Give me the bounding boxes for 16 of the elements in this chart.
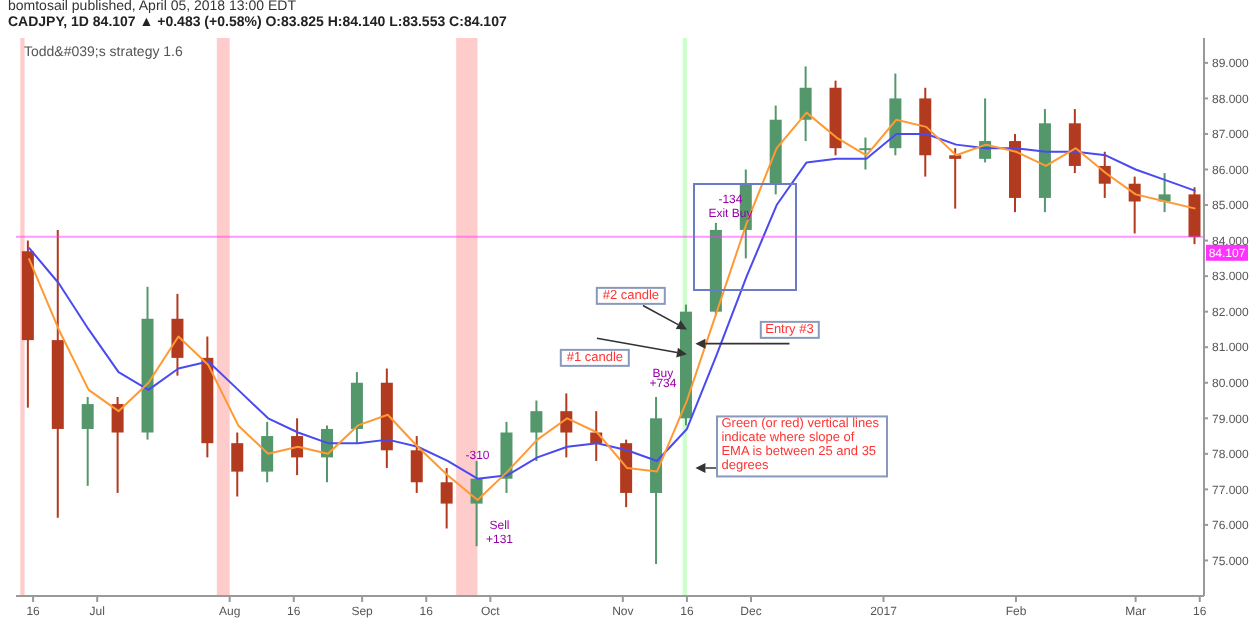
candlestick [440, 467, 453, 530]
candlestick [859, 136, 872, 171]
candlestick [1188, 186, 1201, 246]
candlestick [350, 371, 363, 445]
candlestick [231, 431, 244, 498]
candlestick [560, 392, 573, 459]
candlestick [799, 65, 812, 143]
candlestick [261, 420, 274, 484]
candlestick [111, 395, 124, 494]
candlestick [530, 399, 543, 462]
candlestick [410, 435, 423, 494]
candlestick [171, 292, 184, 377]
candlestick [949, 147, 962, 210]
candlestick [1068, 108, 1081, 175]
candlestick [500, 420, 513, 494]
candlestick [81, 395, 94, 487]
